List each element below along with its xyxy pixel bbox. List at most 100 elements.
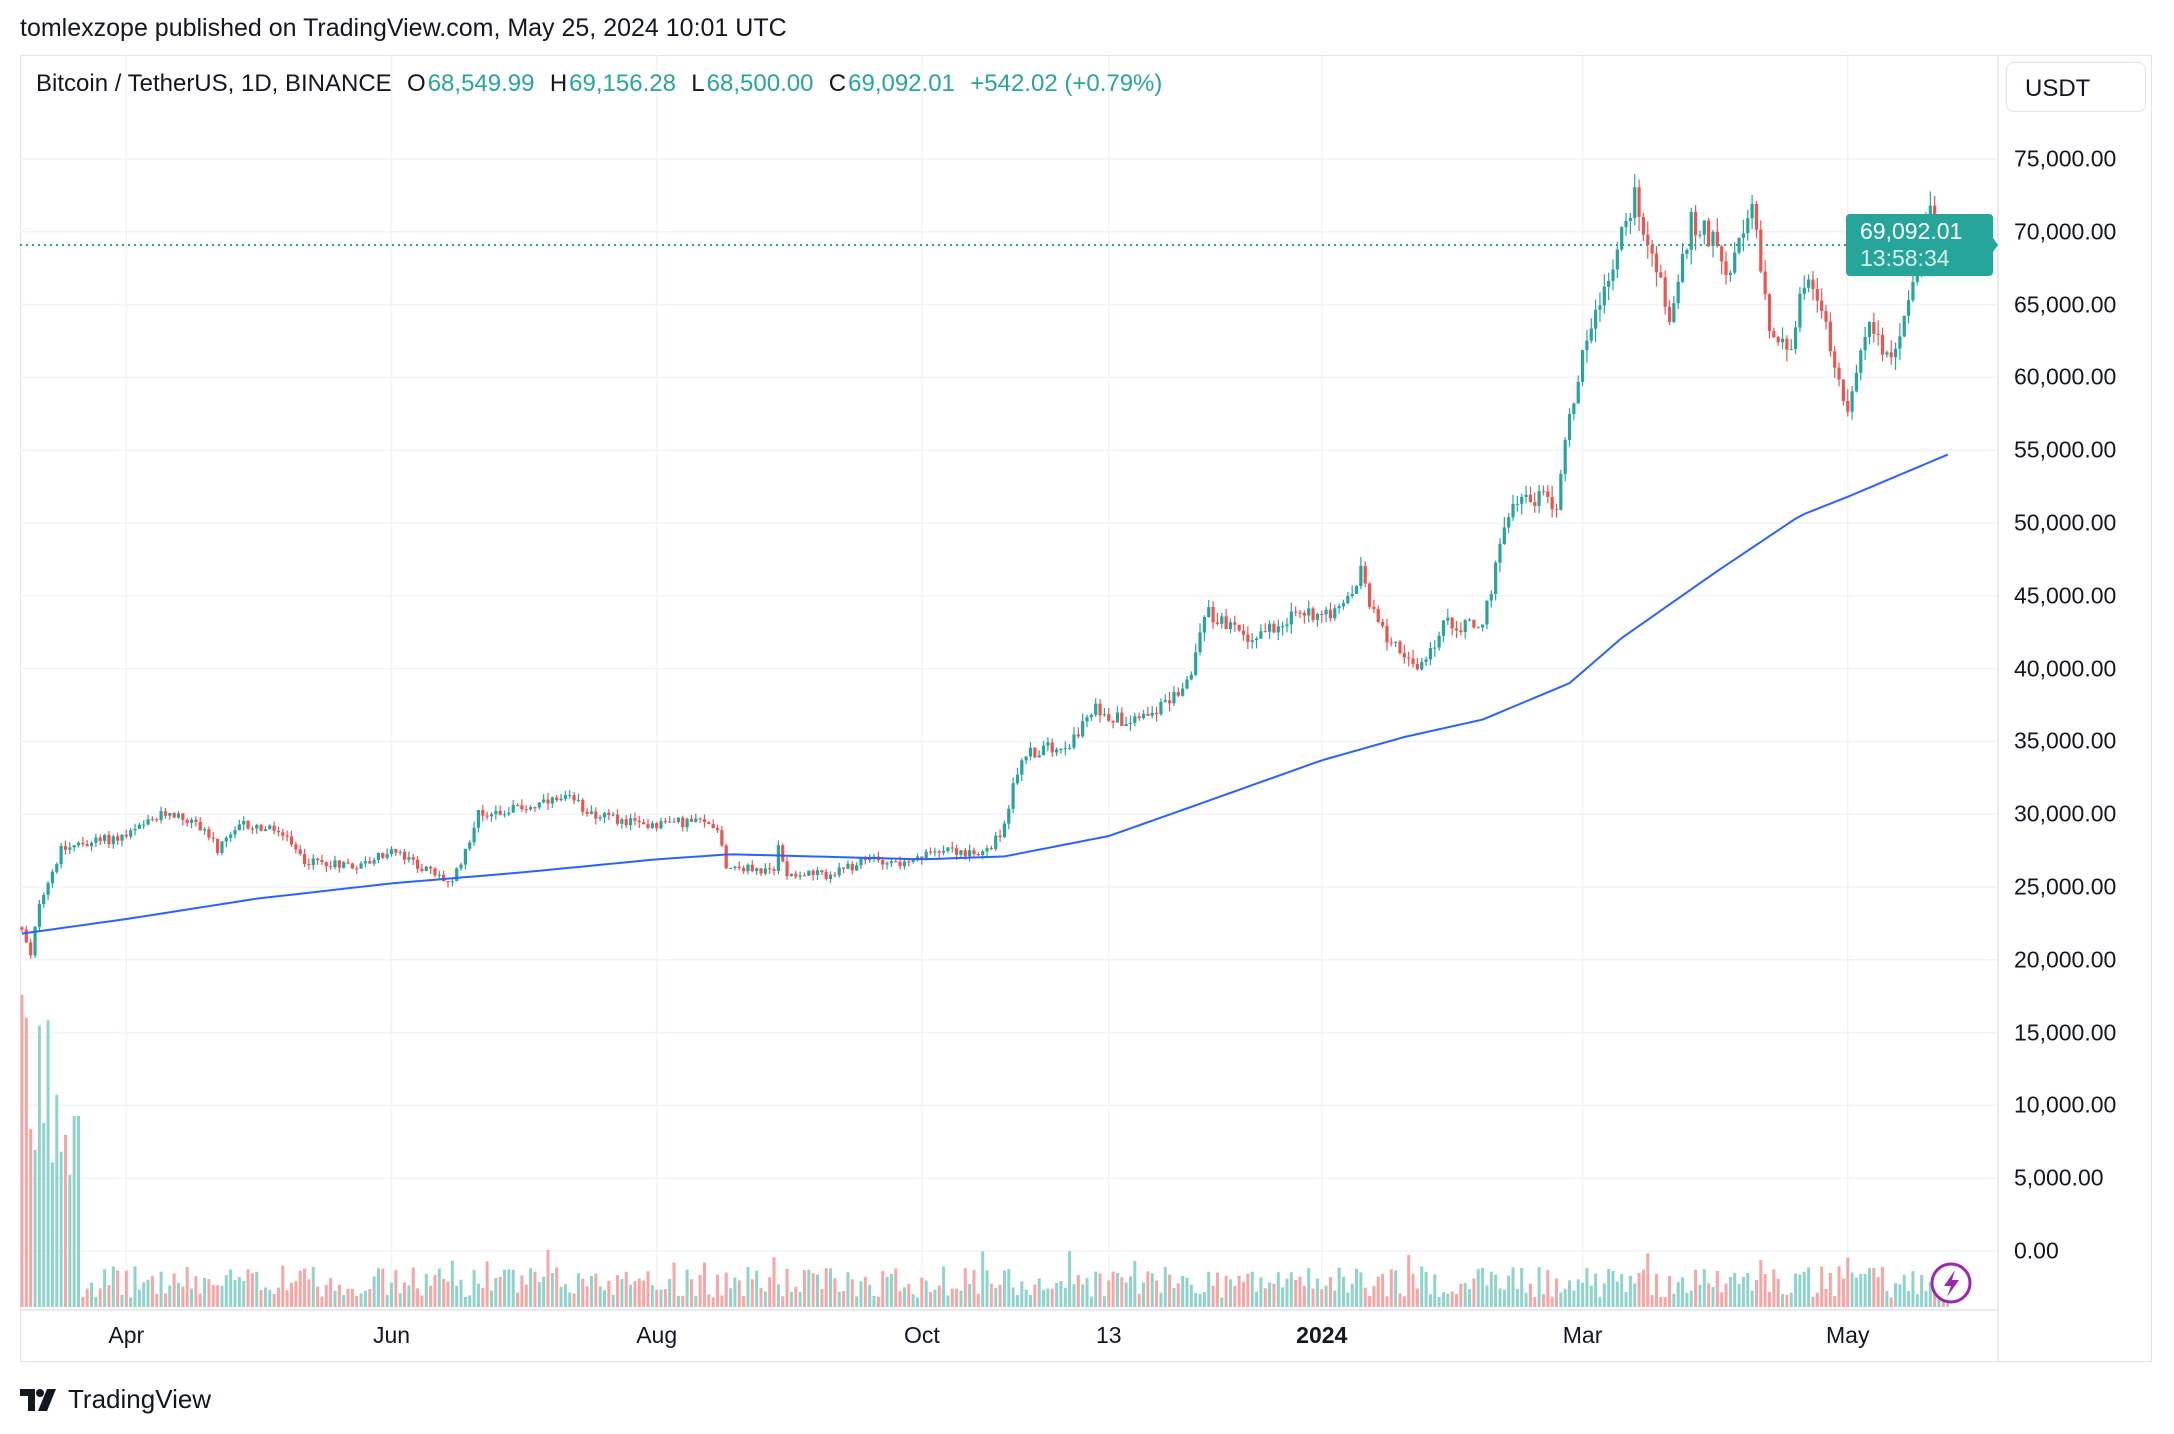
candle-body [1411,658,1415,664]
candle-body [1394,641,1398,643]
candle-body [207,829,211,838]
symbol-title[interactable]: Bitcoin / TetherUS, 1D, BINANCE [36,70,392,97]
candle [1841,379,1845,406]
volume-bar [1541,1294,1545,1307]
candle-body [1902,315,1906,337]
volume-bar [1772,1269,1776,1307]
candle [511,800,515,813]
candle [1402,644,1406,664]
candle [76,841,81,848]
volume-bar [1307,1268,1311,1307]
open-label: O [407,70,426,97]
candle-body [1346,596,1350,604]
volume-bar [1389,1269,1393,1307]
lightning-icon[interactable] [1930,1262,1972,1304]
candle [1828,312,1832,357]
candle-body [1624,221,1628,228]
candle [1537,484,1541,514]
candle-body [1302,612,1306,616]
candle [1863,326,1867,361]
tradingview-logo[interactable]: TradingView [20,1384,211,1415]
volume-bar [742,1296,746,1307]
candle [1685,248,1689,260]
candle-body [1667,306,1672,322]
candle [1424,656,1428,667]
volume-bar [1233,1285,1237,1307]
volume-bar [442,1278,446,1307]
candle-body [1085,717,1089,722]
candle-body [1294,611,1298,613]
y-tick-label: 55,000.00 [2014,436,2117,463]
candle-body [150,819,155,821]
candle-body [1607,280,1611,287]
candle-body [642,822,646,825]
candle-body [563,795,567,799]
candle-body [798,875,802,877]
volume-bar [137,1289,141,1307]
y-tick-label: 60,000.00 [2014,363,2117,390]
candle-body [329,866,333,868]
volume-bar [624,1271,628,1307]
candle-body [859,858,863,866]
volume-bar [707,1294,711,1307]
currency-button[interactable]: USDT [2006,62,2146,112]
candle-body [807,870,811,876]
volume-bar [1368,1295,1372,1307]
candle-body [681,817,685,828]
volume-bar [968,1284,972,1307]
candle [628,813,633,831]
volume-bar [1255,1291,1259,1307]
candle-body [655,823,659,829]
candle [1028,742,1033,761]
candle-body [846,863,850,869]
volume-bar [824,1268,828,1307]
candle-body [833,874,837,876]
candle [29,938,33,959]
candle [429,865,433,874]
candle [1220,612,1224,629]
candle [1281,621,1285,636]
candle [1902,315,1906,338]
candle [1350,585,1354,599]
candle [394,848,398,857]
volume-bar [1455,1294,1459,1307]
candle-body [1037,755,1041,758]
candle [650,820,654,829]
candle-body [24,929,28,943]
candle [507,807,511,817]
volume-bar [833,1278,837,1307]
candle [55,862,59,874]
candle [920,856,924,865]
candle-body [907,861,911,863]
candle-body [994,835,998,849]
volume-bar [668,1278,672,1307]
volume-bar [250,1273,254,1307]
volume-bar [1520,1267,1524,1307]
volume-bar [694,1296,698,1307]
ohlc-legend: Bitcoin / TetherUS, 1D, BINANCE O68,549.… [36,70,1164,98]
candle [1154,706,1159,722]
candle-body [1550,496,1554,510]
candle [220,841,224,856]
volume-bar [1163,1266,1167,1307]
candle-body [868,858,872,861]
candle [1689,207,1693,265]
volume-bar [1281,1287,1285,1307]
candle-body [715,828,720,831]
candle [1528,486,1533,503]
candle [133,823,137,836]
candle [485,811,489,820]
candle-body [1389,642,1393,644]
candle-body [711,824,715,829]
volume-bar [372,1276,376,1307]
candle-body [568,795,572,797]
candle-body [1354,586,1359,594]
candle [42,892,46,908]
volume-bar [850,1279,854,1307]
candle [50,869,55,888]
candle [563,790,567,802]
volume-bar [1924,1291,1928,1307]
candle-body [1328,609,1333,619]
x-tick-label: Aug [636,1322,678,1348]
